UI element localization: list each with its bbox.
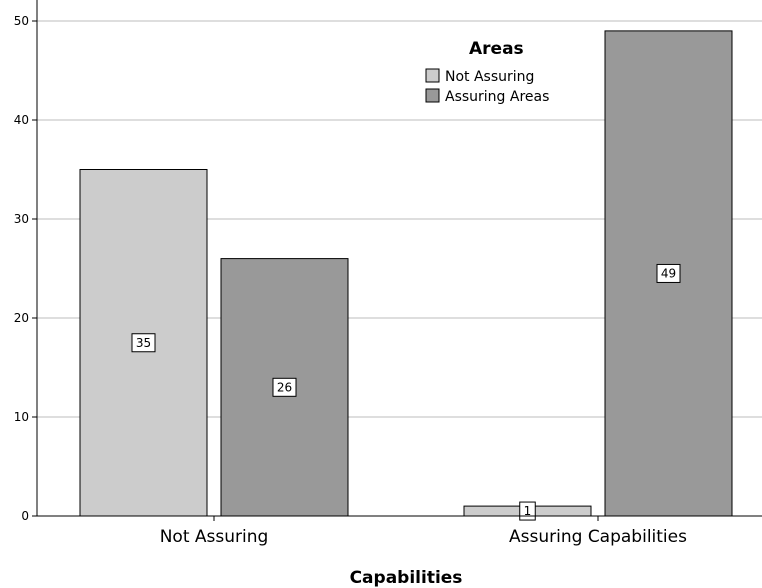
data-label-box bbox=[272, 377, 297, 397]
x-tick-label: Assuring Capabilities bbox=[509, 527, 687, 547]
data-label: 49 bbox=[661, 266, 676, 280]
y-tick-label: 10 bbox=[14, 410, 29, 424]
y-tick-label: 20 bbox=[14, 311, 29, 325]
y-tick-label: 0 bbox=[21, 509, 29, 523]
y-tick-label: 40 bbox=[14, 113, 29, 127]
data-label-box bbox=[131, 333, 156, 353]
legend-title: Areas bbox=[469, 39, 524, 59]
data-label: 1 bbox=[524, 504, 532, 518]
x-axis: Not Assuring Assuring Capabilities bbox=[37, 515, 762, 547]
legend-swatch bbox=[425, 68, 440, 83]
legend-label: Not Assuring bbox=[445, 69, 534, 85]
x-axis-title: Capabilities bbox=[350, 568, 463, 588]
y-axis: 0 10 20 30 40 50 bbox=[14, 0, 38, 523]
data-labels: 35 26 1 49 bbox=[131, 263, 681, 521]
y-tick-label: 30 bbox=[14, 212, 29, 226]
legend-label: Assuring Areas bbox=[445, 89, 549, 105]
data-label: 26 bbox=[277, 380, 292, 394]
legend: Areas Not Assuring Assuring Areas bbox=[425, 39, 549, 105]
x-tick-label: Not Assuring bbox=[160, 527, 269, 547]
bars bbox=[79, 30, 733, 517]
y-tick-label: 50 bbox=[14, 14, 29, 28]
legend-swatch bbox=[425, 88, 440, 103]
data-label-box bbox=[656, 263, 681, 283]
data-label: 35 bbox=[136, 336, 151, 350]
